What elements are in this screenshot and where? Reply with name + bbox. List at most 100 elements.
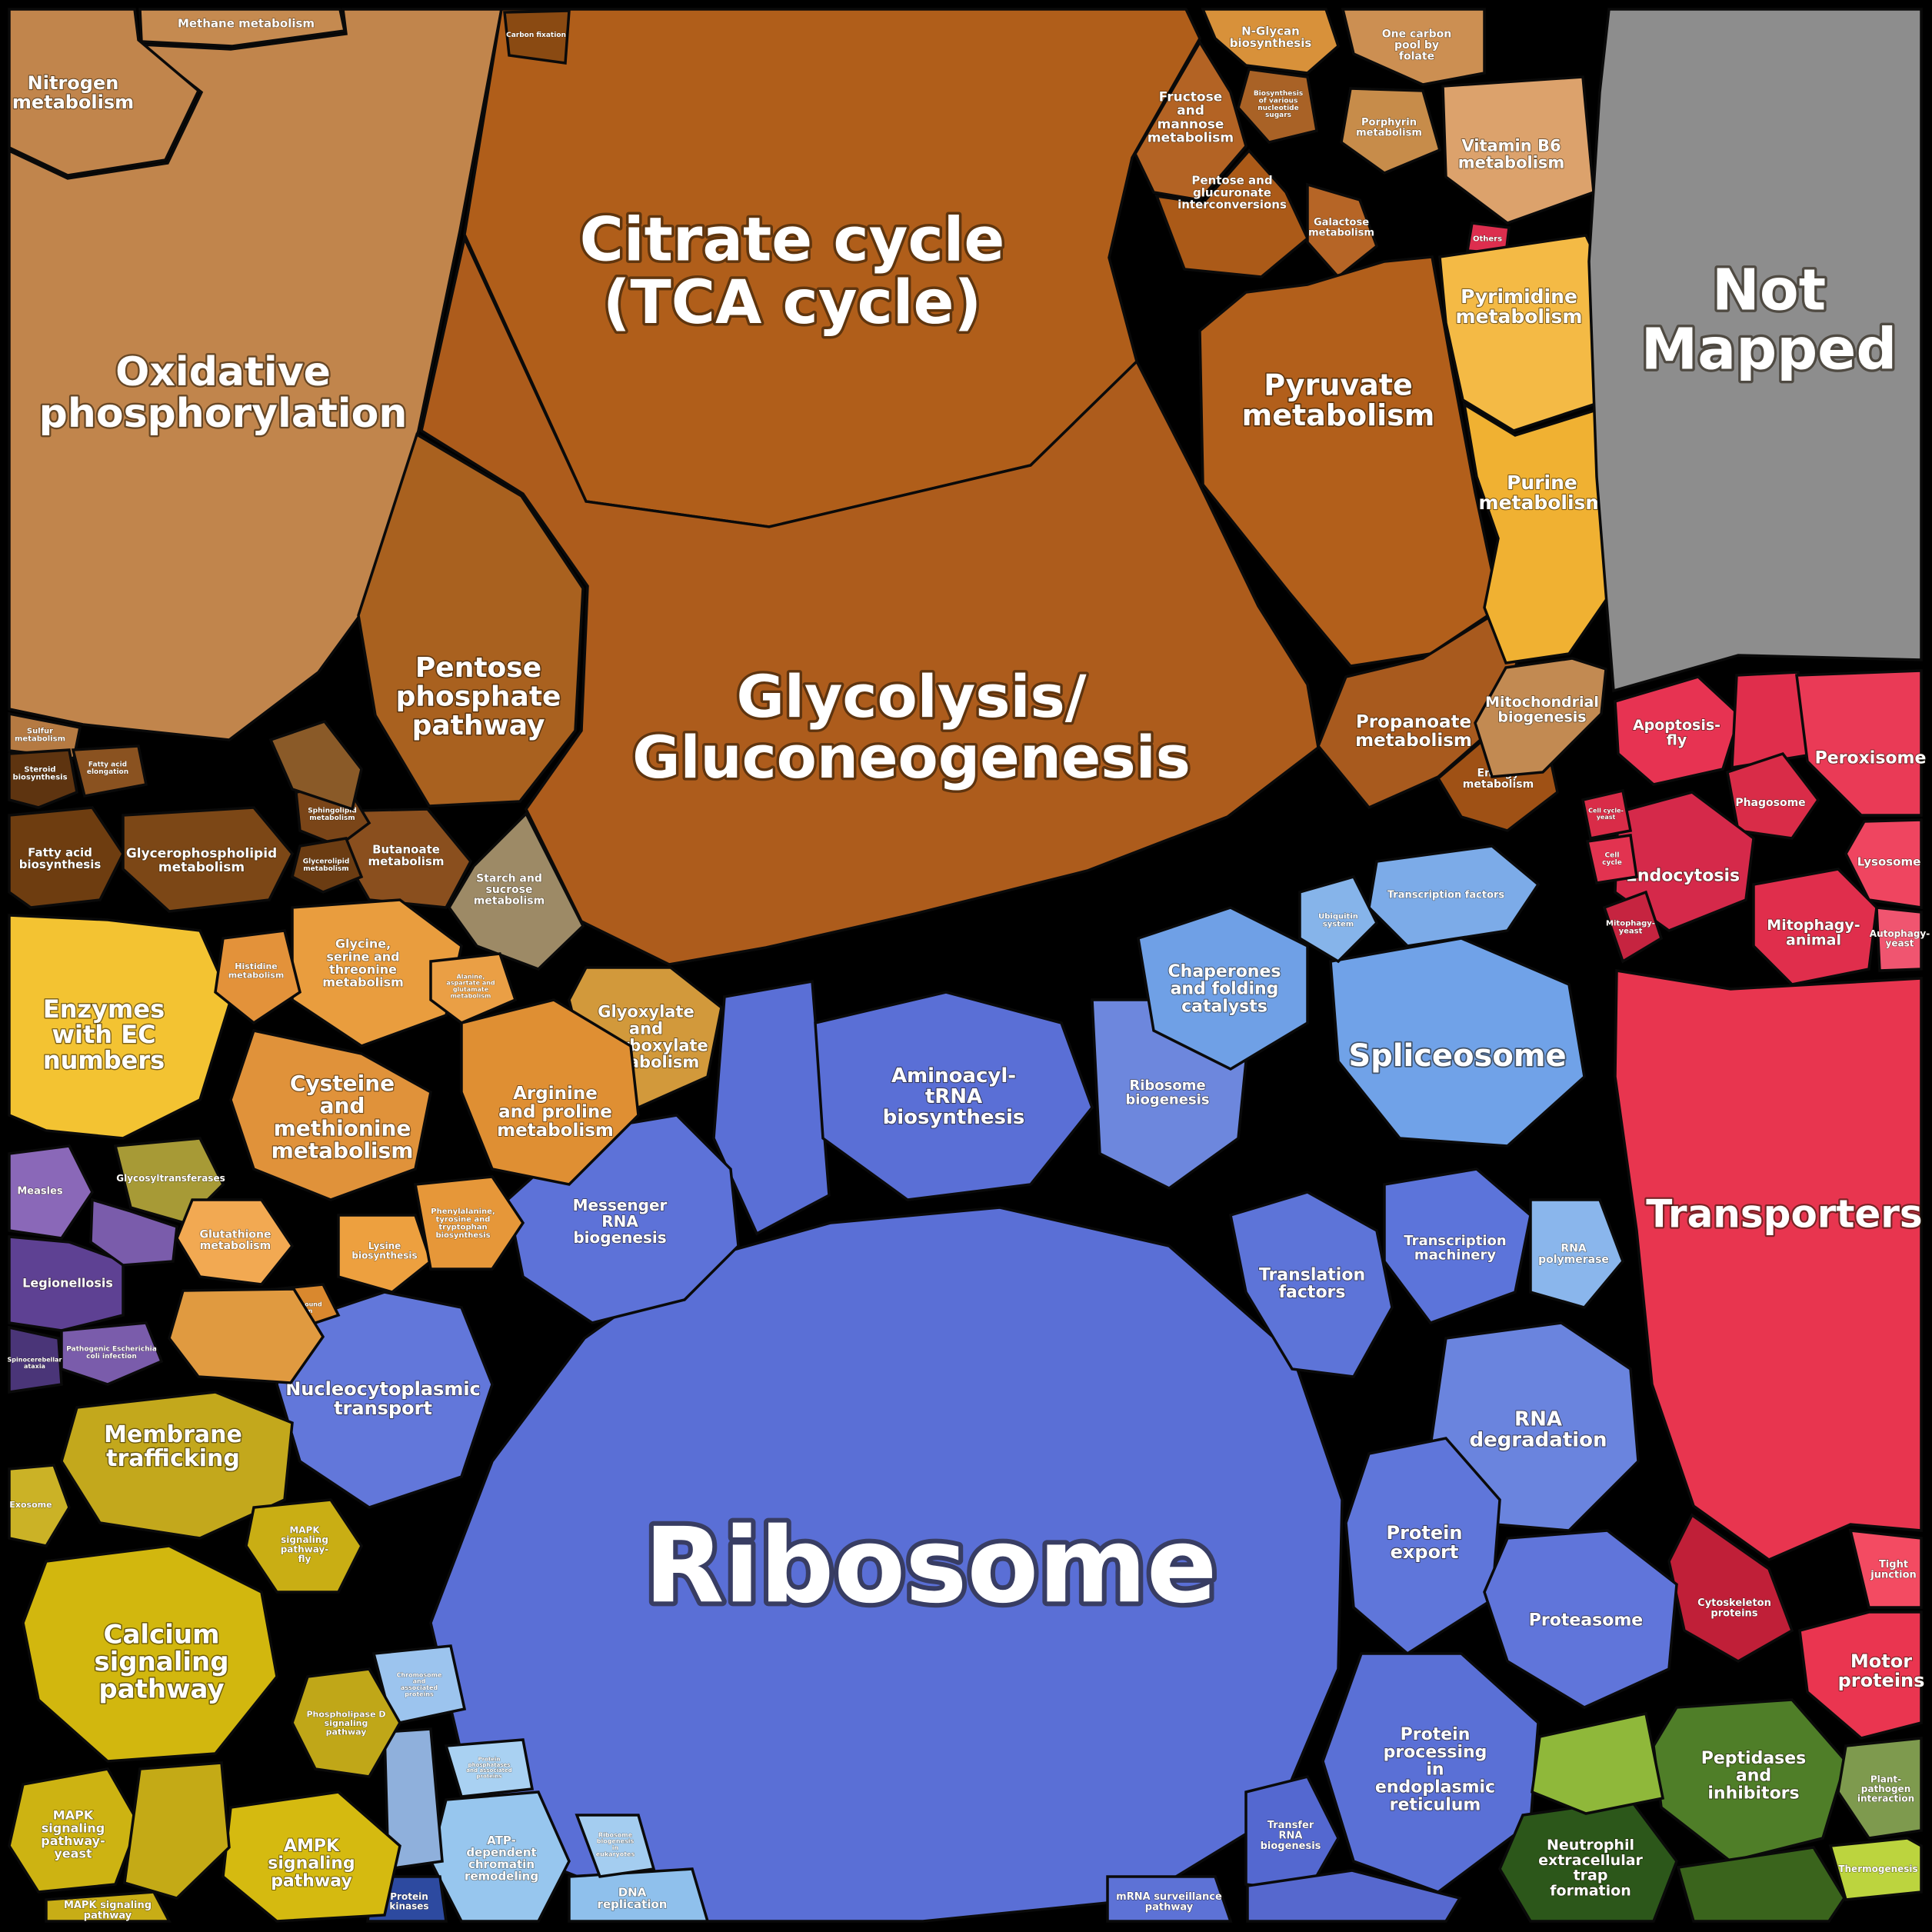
cell-phagosome[interactable] [1726,751,1820,840]
cell-ampk-signaling-pathway[interactable] [222,1790,401,1923]
cell-steroid-biosynthesis[interactable] [8,748,78,809]
cell-nitrogen-metabolism[interactable] [8,8,201,177]
cell-pentose-glucuronate-interconversions[interactable] [1154,148,1310,278]
cell-arginine-proline-metabolism[interactable] [460,998,640,1186]
label-mitophagy-animal: Mitophagy-animal [1767,917,1860,949]
cell-blue-misc-bottom[interactable] [1246,1869,1462,1923]
cell-green-misc-dark[interactable] [1676,1846,1847,1923]
cell-pyrimidine-metabolism[interactable] [1438,234,1609,432]
cell-ribosome-biogenesis-eukaryotes[interactable] [575,1814,656,1878]
cell-starch-sucrose-metabolism[interactable] [447,811,585,971]
cell-rna-polymerase[interactable] [1529,1198,1624,1309]
cell-transfer-rna-biogenesis[interactable] [1244,1774,1340,1894]
label-peptidases-and-inhibitors: Peptidases and inhibitors [1701,1749,1807,1804]
label-glycine-serine-threonine-metabolism: Glycine, serine and threonine metabolism [322,937,404,990]
cell-mapk-signaling-pathway-fly[interactable] [245,1498,364,1594]
cell-galactose-metabolism[interactable] [1306,182,1379,279]
cell-transporters[interactable] [1614,968,1923,1561]
cell-chaperones-folding-catalysts[interactable] [1137,906,1309,1071]
cell-protein-processing-er[interactable] [1321,1652,1540,1894]
cell-dna-replication[interactable] [568,1867,710,1923]
cell-ubiquitin-system[interactable] [1298,874,1379,964]
cell-spinocerebellar-ataxia[interactable] [8,1325,63,1394]
cell-red-misc[interactable] [1730,671,1809,770]
cell-purple-misc[interactable] [89,1198,178,1267]
cell-fatty-acid-biosynthesis[interactable] [8,806,125,909]
cell-glycine-serine-threonine-metabolism[interactable] [291,898,463,1048]
cell-cell-cycle-yeast[interactable] [1581,788,1633,841]
cell-mitochondrial-biogenesis[interactable] [1474,657,1607,778]
cell-glutathione-metabolism[interactable] [175,1198,295,1286]
cell-protein-export[interactable] [1344,1437,1501,1656]
cell-cytoskeleton-proteins[interactable] [1667,1513,1794,1664]
cell-orange-misc[interactable] [168,1287,325,1384]
cell-pale-blue-misc[interactable] [383,1727,444,1871]
cell-autophagy-yeast[interactable] [1875,906,1923,972]
cell-one-carbon-pool-by-folate[interactable] [1341,8,1486,86]
cell-alanine-aspartate-glutamate[interactable] [429,952,518,1025]
cell-exosome[interactable] [8,1464,71,1547]
cell-translation-misc[interactable] [712,979,831,1236]
cell-peptidases-and-inhibitors[interactable] [1652,1698,1847,1863]
cell-histidine-metabolism[interactable] [214,929,301,1025]
label-pyrimidine-metabolism: Pyrimidine metabolism [1456,285,1583,328]
cell-lysine-biosynthesis[interactable] [337,1214,433,1294]
label-butanoate-metabolism: Butanoate metabolism [368,842,445,868]
label-methane-metabolism: Methane metabolism [178,16,315,30]
cell-neutrophil-extracellular-trap[interactable] [1498,1798,1678,1923]
label-oxidative-phosphorylation: Oxidative phosphorylation [39,349,408,437]
cell-porphyrin-metabolism[interactable] [1340,87,1442,175]
cell-n-glycan-biosynthesis[interactable] [1201,8,1341,75]
cell-fatty-acid-elongation[interactable] [71,744,148,798]
label-transcription-factors: Transcription factors [1387,890,1505,901]
cell-endocytosis[interactable] [1614,791,1755,932]
cell-biosynthesis-of-nucleotide-sugars[interactable] [1237,68,1319,144]
label-alanine-aspartate-glutamate: Alanine, aspartate and glutamate metabolism [446,973,495,999]
label-ribosome: Ribosome [645,1505,1217,1626]
cell-pathogenic-ecoli-infection[interactable] [60,1321,164,1386]
cell-purine-metabolism[interactable] [1462,401,1618,665]
cell-measles[interactable] [8,1144,95,1240]
cell-aminoacyl-trna-biosynthesis[interactable] [814,991,1094,1201]
cell-legionellosis[interactable] [8,1235,125,1332]
cell-fructose-mannose-metabolism[interactable] [1134,39,1247,202]
cell-proteasome[interactable] [1483,1529,1678,1709]
cell-glycolysis[interactable] [420,234,1320,966]
cell-glycerophospholipid-metabolism[interactable] [122,806,295,913]
cell-mrna-surveillance-pathway[interactable] [1106,1875,1233,1923]
cell-phenylalanine-tyrosine-tryptophan[interactable] [413,1175,525,1271]
cell-mitophagy-animal[interactable] [1752,868,1878,986]
cell-phospholipase-d-signaling[interactable] [291,1667,402,1778]
cell-translation-factors[interactable] [1228,1191,1394,1378]
cell-transcription-machinery[interactable] [1383,1168,1532,1325]
cell-peroxisome[interactable] [1795,669,1923,817]
cell-carbon-fixation[interactable] [503,9,571,65]
cell-cysteine-methionine-metabolism[interactable] [229,1028,432,1201]
cell-nucleocytoplasmic-transport[interactable] [275,1291,494,1509]
label-mapk-signaling-pathway-yeast: MAPK signaling pathway-yeast [41,1808,105,1861]
cell-calcium-signaling-pathway[interactable] [22,1544,278,1763]
cell-cell-cycle[interactable] [1585,834,1638,884]
cell-olive-misc[interactable] [123,1761,231,1900]
cell-mitophagy-yeast[interactable] [1602,890,1664,964]
cell-plant-pathogen-interaction[interactable] [1837,1737,1923,1840]
cell-membrane-trafficking[interactable] [60,1391,294,1540]
cell-tight-junction[interactable] [1848,1528,1923,1609]
cell-propanoate-metabolism[interactable] [1316,613,1518,810]
cell-protein-phosphatases[interactable] [444,1738,535,1798]
cell-lysosome[interactable] [1844,818,1923,910]
cell-thermogenesis[interactable] [1828,1837,1923,1901]
cell-lipid-misc[interactable] [268,719,363,811]
cell-glycerolipid-metabolism[interactable] [290,837,364,894]
cell-apoptosis-fly[interactable] [1614,675,1742,786]
cell-spliceosome[interactable] [1329,937,1586,1148]
cell-vitamin-b6-metabolism[interactable] [1441,75,1595,225]
cell-methane-metabolism[interactable] [138,8,347,48]
cell-enzymes-with-ec-numbers[interactable] [8,914,232,1140]
cell-green-misc-lime[interactable] [1531,1711,1665,1815]
cell-pyruvate-metabolism[interactable] [1198,255,1501,668]
cell-motor-proteins[interactable] [1798,1611,1923,1740]
cell-not-mapped[interactable] [1587,8,1923,693]
cell-mapk-signaling-pathway[interactable] [45,1890,172,1923]
cell-pentose-phosphate-pathway[interactable] [357,432,585,808]
